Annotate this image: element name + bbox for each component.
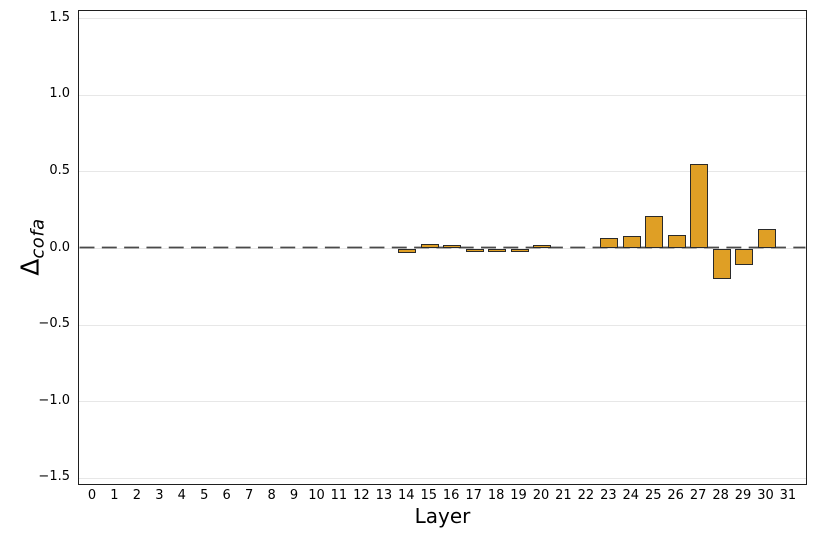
bar-layer-14: [398, 248, 417, 254]
gridline-y--1: [79, 401, 806, 403]
bar-layer-19: [510, 248, 529, 252]
gridline-y-0.5: [79, 171, 806, 173]
bar-layer-29: [735, 248, 754, 266]
y-tick-label-−0.5: −0.5: [38, 316, 70, 332]
x-tick-label-12: 12: [353, 488, 370, 503]
bar-layer-24: [622, 236, 641, 249]
bar-layer-23: [600, 237, 619, 249]
x-tick-label-1: 1: [110, 488, 119, 503]
x-tick-label-3: 3: [155, 488, 164, 503]
y-tick-label-−1.0: −1.0: [38, 392, 70, 408]
x-tick-label-6: 6: [222, 488, 231, 503]
gridline-y--1.5: [79, 477, 806, 479]
bar-layer-20: [533, 245, 551, 249]
x-tick-label-10: 10: [308, 488, 325, 503]
x-tick-label-0: 0: [87, 488, 97, 503]
x-tick-label-17: 17: [465, 488, 482, 503]
x-tick-label-9: 9: [289, 488, 299, 503]
x-tick-label-31: 31: [779, 488, 797, 503]
gridline-y-1.5: [79, 18, 806, 20]
x-tick-label-4: 4: [177, 488, 186, 503]
x-tick-label-2: 2: [132, 488, 142, 503]
x-tick-label-22: 22: [577, 488, 595, 503]
bar-layer-27: [690, 164, 709, 249]
bar-layer-30: [757, 228, 776, 249]
x-tick-label-14: 14: [398, 488, 415, 503]
x-axis-label: Layer: [414, 504, 471, 528]
x-tick-label-21: 21: [555, 488, 572, 503]
x-tick-label-19: 19: [510, 488, 527, 503]
x-tick-label-29: 29: [734, 488, 752, 503]
y-tick-label-−1.5: −1.5: [38, 469, 70, 485]
x-tick-label-11: 11: [330, 488, 348, 503]
bar-layer-15: [420, 243, 439, 249]
x-tick-label-15: 15: [420, 488, 438, 503]
bar-layer-28: [712, 248, 731, 280]
x-tick-label-16: 16: [442, 488, 460, 503]
bar-layer-16: [443, 245, 462, 249]
x-tick-label-30: 30: [757, 488, 774, 503]
gridline-y--0.5: [79, 324, 806, 326]
x-tick-label-13: 13: [375, 488, 393, 503]
bar-layer-25: [645, 216, 664, 249]
x-tick-label-8: 8: [267, 488, 276, 503]
x-tick-label-26: 26: [667, 488, 684, 503]
y-tick-label-1.5: 1.5: [49, 9, 70, 25]
bar-layer-18: [488, 248, 507, 252]
x-tick-label-18: 18: [487, 488, 505, 503]
x-tick-label-5: 5: [200, 488, 209, 503]
x-tick-label-28: 28: [712, 488, 729, 503]
x-tick-label-25: 25: [644, 488, 662, 503]
x-tick-label-20: 20: [532, 488, 550, 503]
y-tick-label-0.5: 0.5: [49, 162, 70, 178]
gridline-y-1: [79, 94, 806, 96]
y-tick-label-1.0: 1.0: [49, 86, 70, 102]
plot-area: [78, 10, 807, 485]
x-tick-label-27: 27: [689, 488, 707, 503]
bar-layer-17: [465, 248, 484, 252]
bar-layer-26: [667, 234, 686, 249]
gridline-y-0: [79, 248, 806, 249]
x-tick-label-24: 24: [622, 488, 640, 503]
y-axis-label-symbol: Δ: [15, 258, 45, 276]
x-tick-label-7: 7: [245, 488, 254, 503]
y-tick-label-0.0: 0.0: [49, 239, 70, 255]
x-tick-label-23: 23: [600, 488, 617, 503]
